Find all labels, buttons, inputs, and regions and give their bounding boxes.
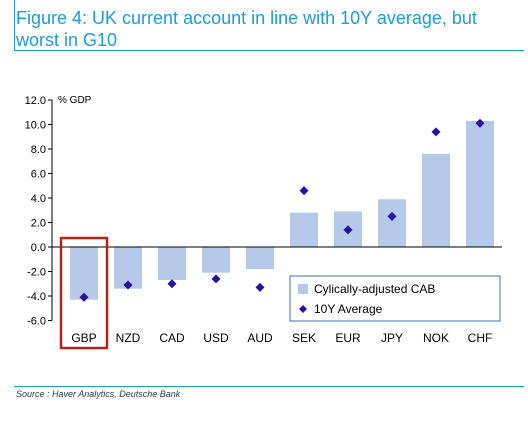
figure-title-line1: Figure 4: UK current account in line wit… — [16, 8, 477, 28]
marker-gbp — [79, 292, 89, 302]
category-label-cad: CAD — [159, 331, 185, 345]
y-tick-label: 0.0 — [31, 242, 46, 254]
category-label-eur: EUR — [335, 331, 361, 345]
bar-usd — [202, 247, 230, 273]
bar-cad — [158, 247, 186, 281]
y-tick-label: -2.0 — [27, 267, 46, 279]
y-tick-label: 8.0 — [31, 144, 46, 156]
bar-jpy — [378, 199, 406, 247]
marker-cad — [167, 279, 177, 289]
category-label-nok: NOK — [423, 331, 449, 345]
title-frame-left — [14, 0, 15, 50]
marker-eur — [343, 225, 353, 235]
bar-aud — [246, 247, 274, 270]
category-label-jpy: JPY — [381, 331, 403, 345]
marker-chf — [475, 118, 485, 128]
legend-swatch-bar — [298, 284, 308, 294]
source-note: Source : Haver Analytics, Deutsche Bank — [16, 389, 181, 399]
figure-title: Figure 4: UK current account in line wit… — [16, 7, 516, 51]
y-tick-label: 4.0 — [31, 193, 46, 205]
y-tick-label: -6.0 — [27, 316, 46, 328]
legend-box — [289, 275, 501, 322]
category-label-aud: AUD — [247, 331, 273, 345]
marker-nzd — [123, 280, 133, 290]
marker-sek — [299, 186, 309, 196]
category-label-usd: USD — [203, 331, 229, 345]
marker-jpy — [387, 211, 397, 221]
bar-chf — [466, 120, 494, 247]
y-tick-label: 6.0 — [31, 169, 46, 181]
bar-nok — [422, 153, 450, 247]
y-tick-label: 12.0 — [25, 95, 46, 107]
highlight-box — [59, 236, 109, 350]
category-label-chf: CHF — [468, 331, 493, 345]
marker-aud — [255, 282, 265, 292]
figure-title-line2: worst in G10 — [16, 30, 118, 50]
y-tick-label: 2.0 — [31, 218, 46, 230]
legend-label-bar: Cylically-adjusted CAB — [314, 282, 435, 296]
category-label-nzd: NZD — [116, 331, 141, 345]
marker-nok — [431, 127, 441, 137]
bar-gbp — [70, 247, 98, 300]
marker-usd — [211, 274, 221, 284]
y-tick-label: 10.0 — [25, 120, 46, 132]
title-rule — [14, 50, 524, 51]
source-rule — [14, 386, 524, 387]
legend-label-marker: 10Y Average — [314, 302, 383, 316]
legend-swatch-marker — [299, 305, 307, 313]
y-axis-unit-label: % GDP — [58, 95, 92, 106]
bar-sek — [290, 212, 318, 247]
y-tick-label: -4.0 — [27, 291, 46, 303]
category-label-sek: SEK — [292, 331, 316, 345]
category-label-gbp: GBP — [71, 331, 96, 345]
